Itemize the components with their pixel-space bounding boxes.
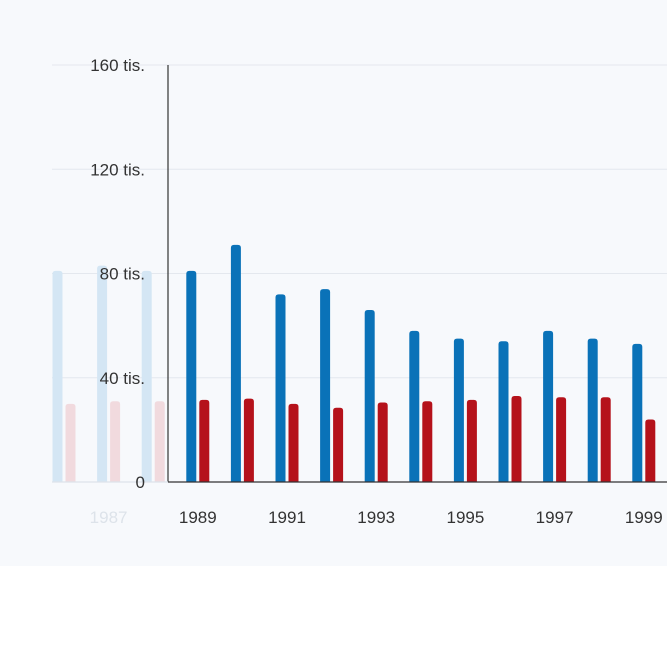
x-tick-labels: 1987 1989 1991 1993 1995 1997 1999 [90, 508, 663, 527]
bar-1995-series-1[interactable] [453, 338, 464, 482]
bar-1993-series-2[interactable] [377, 402, 388, 482]
bar-1999-series-2[interactable] [645, 419, 656, 482]
x-tick-label-1987: 1987 [90, 508, 128, 527]
y-tick-label-40000: 40 tis. [100, 369, 145, 388]
bar-1994-series-2[interactable] [422, 401, 433, 482]
bar-1996-series-1[interactable] [498, 341, 509, 482]
bar-1997-series-2[interactable] [556, 397, 567, 482]
bar-1989-series-1[interactable] [186, 270, 197, 482]
x-tick-label-1997: 1997 [536, 508, 574, 527]
bar-1994-series-1[interactable] [409, 330, 420, 482]
bar-1999-series-1[interactable] [632, 343, 643, 482]
bar-1988-series-1[interactable] [141, 270, 152, 482]
bar-1990-series-1[interactable] [230, 244, 241, 482]
y-tick-label-80000: 80 tis. [100, 265, 145, 284]
bar-1998-series-2[interactable] [600, 397, 611, 482]
bar-1992-series-2[interactable] [333, 407, 344, 482]
bar-1987-series-2[interactable] [110, 401, 121, 482]
bar-1986-series-2[interactable] [65, 403, 76, 482]
bar-1989-series-2[interactable] [199, 399, 210, 482]
bar-1986-series-1[interactable] [52, 270, 63, 482]
x-tick-label-1995: 1995 [446, 508, 484, 527]
x-tick-label-1993: 1993 [357, 508, 395, 527]
bar-1992-series-1[interactable] [320, 289, 331, 482]
x-tick-label-1989: 1989 [179, 508, 217, 527]
bar-1987-series-1[interactable] [97, 265, 108, 482]
axes [52, 65, 667, 483]
bar-1998-series-1[interactable] [587, 338, 598, 482]
bar-1990-series-2[interactable] [243, 398, 254, 482]
y-tick-label-120000: 120 tis. [90, 160, 145, 179]
bar-1991-series-2[interactable] [288, 403, 299, 482]
y-tick-label-160000: 160 tis. [90, 56, 145, 75]
bar-1988-series-2[interactable] [154, 401, 165, 482]
bar-1995-series-2[interactable] [466, 399, 477, 482]
chart-panel: 0 40 tis. 80 tis. 120 tis. 160 tis. 1987 1989… [52, 56, 667, 527]
x-tick-label-1991: 1991 [268, 508, 306, 527]
y-tick-label-0: 0 [136, 473, 145, 492]
bars [52, 244, 656, 482]
y-tick-labels: 0 40 tis. 80 tis. 120 tis. 160 tis. [90, 56, 145, 492]
bar-1991-series-1[interactable] [275, 294, 286, 482]
bar-chart: 0 40 tis. 80 tis. 120 tis. 160 tis. 1987 1989… [52, 56, 667, 527]
gridlines [52, 64, 667, 379]
bar-1996-series-2[interactable] [511, 395, 522, 482]
x-tick-label-1999: 1999 [625, 508, 663, 527]
bar-1993-series-1[interactable] [364, 309, 375, 482]
bar-1997-series-1[interactable] [543, 330, 554, 482]
